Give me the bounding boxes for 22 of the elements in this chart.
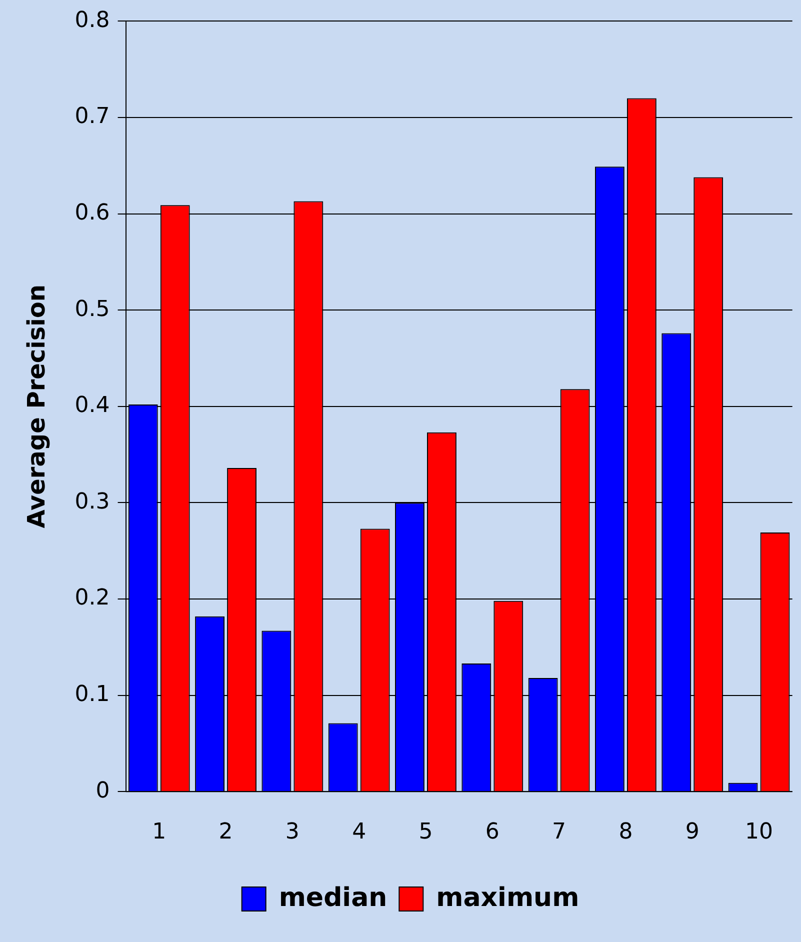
y-tick-label: 0.2 [74,586,110,611]
x-tick-label: 9 [685,820,700,845]
x-tick-label: 8 [618,820,633,845]
x-tick-label: 10 [745,820,774,845]
y-axis-title: Average Precision [22,284,51,528]
x-tick-label: 3 [285,820,300,845]
legend-label: median [278,882,388,913]
x-tick-label: 6 [485,820,500,845]
y-tick-label: 0.4 [74,393,110,418]
y-tick-label: 0.7 [74,104,110,130]
y-tick-label: 0.5 [74,296,110,322]
y-tick-label: 0.6 [74,200,110,226]
x-tick-label: 7 [552,820,566,845]
x-tick-label: 2 [218,820,233,845]
y-tick-label: 0.8 [74,8,110,33]
y-tick-label: 0.1 [74,682,110,708]
x-tick-label: 5 [418,820,433,845]
y-tick-label: 0.3 [74,489,110,514]
legend-label: maximum [436,882,580,913]
y-tick-label: 0 [96,778,110,804]
x-tick-label: 1 [152,820,166,845]
x-tick-label: 4 [352,820,366,845]
